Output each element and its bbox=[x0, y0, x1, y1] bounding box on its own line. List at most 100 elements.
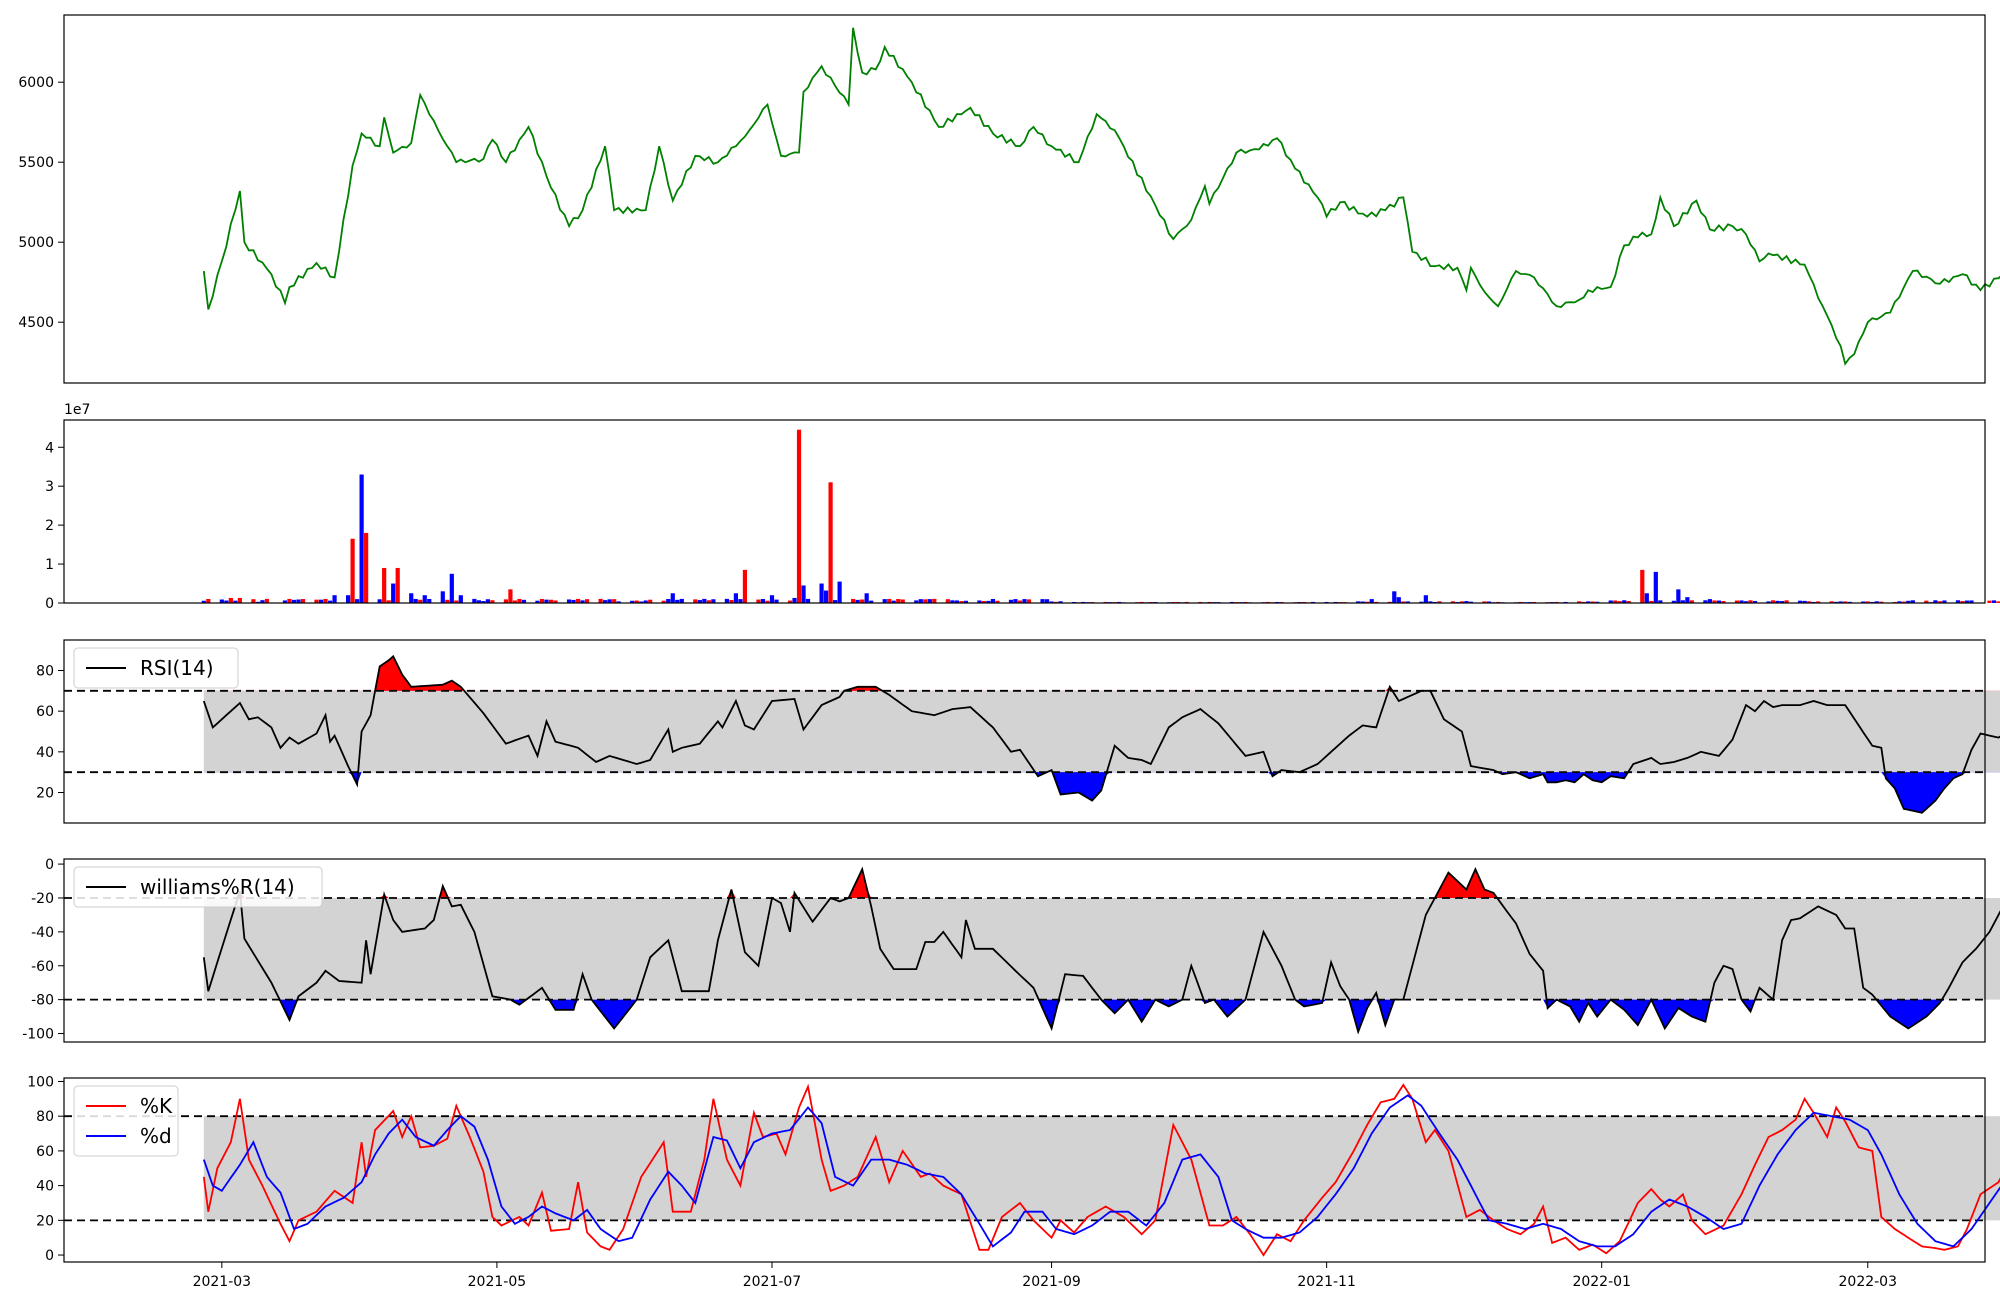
volume-bar bbox=[1996, 601, 2000, 603]
x-tick-label: 2021-11 bbox=[1297, 1274, 1356, 1290]
volume-panel-ytick-label: 4 bbox=[45, 440, 54, 456]
volume-bar bbox=[1987, 601, 1991, 603]
volume-bar bbox=[423, 595, 427, 603]
volume-bar bbox=[806, 599, 810, 603]
volume-bar bbox=[792, 598, 796, 603]
volume-bar bbox=[734, 593, 738, 603]
volume-bar bbox=[409, 593, 413, 603]
volume-bar bbox=[725, 599, 729, 603]
volume-bar bbox=[441, 591, 445, 603]
volume-bar bbox=[427, 599, 431, 603]
stochastic-panel-ytick-label: 40 bbox=[36, 1179, 54, 1195]
x-tick-label: 2022-01 bbox=[1572, 1274, 1631, 1290]
stochastic-panel-ytick-label: 0 bbox=[45, 1248, 54, 1264]
volume-panel-ytick-label: 0 bbox=[45, 596, 54, 612]
x-tick-label: 2021-03 bbox=[193, 1274, 252, 1290]
volume-scale-label: 1e7 bbox=[64, 402, 90, 418]
volume-bar bbox=[472, 599, 476, 603]
williams-panel-ytick-label: -20 bbox=[31, 891, 54, 907]
volume-bar bbox=[1645, 593, 1649, 603]
stochastic-panel-ytick-label: 60 bbox=[36, 1144, 54, 1160]
price-panel-ytick-label: 5000 bbox=[18, 235, 54, 251]
stochastic-panel-ytick-label: 80 bbox=[36, 1109, 54, 1125]
volume-bar bbox=[459, 595, 463, 603]
rsi-panel-ytick-label: 20 bbox=[36, 786, 54, 802]
volume-bar bbox=[1685, 597, 1689, 603]
volume-bar bbox=[414, 599, 418, 603]
volume-bar bbox=[797, 430, 801, 603]
volume-panel-ytick-label: 2 bbox=[45, 518, 54, 534]
volume-bar bbox=[391, 584, 395, 603]
volume-bar bbox=[517, 599, 521, 603]
rsi-panel-legend: RSI(14) bbox=[74, 648, 238, 688]
volume-bar bbox=[770, 595, 774, 603]
volume-bar bbox=[396, 568, 400, 603]
williams-panel-ytick-label: -60 bbox=[31, 959, 54, 975]
price-panel-frame bbox=[64, 15, 1985, 383]
volume-bar bbox=[1392, 591, 1396, 603]
volume-panel-ytick-label: 1 bbox=[45, 557, 54, 573]
x-tick-label: 2021-09 bbox=[1022, 1274, 1081, 1290]
rsi-panel-oversold-fill bbox=[204, 772, 2000, 813]
volume-bar bbox=[206, 599, 210, 603]
volume-bar bbox=[702, 599, 706, 603]
volume-bar bbox=[1992, 600, 1996, 603]
volume-bar bbox=[360, 475, 364, 603]
williams-panel-ytick-label: -80 bbox=[31, 993, 54, 1009]
volume-bar bbox=[540, 599, 544, 603]
volume-bar bbox=[238, 598, 242, 603]
price-panel-ytick-label: 5500 bbox=[18, 155, 54, 171]
rsi-panel-band bbox=[204, 691, 2000, 772]
rsi-panel-legend-label: RSI(14) bbox=[140, 656, 214, 680]
volume-bar bbox=[680, 599, 684, 603]
stochastic-panel-band bbox=[204, 1116, 2000, 1220]
volume-bar bbox=[287, 599, 291, 603]
rsi-panel-ytick-label: 40 bbox=[36, 745, 54, 761]
volume-bar bbox=[1397, 597, 1401, 603]
williams-panel-legend-label: williams%R(14) bbox=[140, 875, 295, 899]
stochastic-panel-legend-label: %d bbox=[140, 1124, 172, 1148]
price-panel-ytick-label: 4500 bbox=[18, 315, 54, 331]
rsi-panel-overbought-fill bbox=[204, 656, 2000, 691]
volume-bar bbox=[508, 589, 512, 603]
volume-bar bbox=[1676, 589, 1680, 603]
price-line bbox=[204, 28, 2000, 364]
volume-bar bbox=[865, 593, 869, 603]
volume-panel-ytick-label: 3 bbox=[45, 479, 54, 495]
price-panel-ytick-label: 6000 bbox=[18, 75, 54, 91]
volume-bar bbox=[932, 599, 936, 603]
rsi-panel-ytick-label: 80 bbox=[36, 664, 54, 680]
williams-panel-band bbox=[204, 898, 2000, 1000]
volume-bar bbox=[801, 585, 805, 603]
volume-bar bbox=[1424, 595, 1428, 603]
volume-bar bbox=[450, 574, 454, 603]
volume-bar bbox=[851, 599, 855, 603]
rsi-panel-ytick-label: 60 bbox=[36, 704, 54, 720]
williams-panel-overbought-fill bbox=[204, 869, 2000, 898]
x-tick-label: 2021-07 bbox=[743, 1274, 802, 1290]
volume-bar bbox=[382, 568, 386, 603]
x-tick-label: 2022-03 bbox=[1839, 1274, 1898, 1290]
volume-bar bbox=[323, 599, 327, 603]
x-tick-label: 2021-05 bbox=[468, 1274, 527, 1290]
volume-bar bbox=[332, 595, 336, 603]
stochastic-panel-ytick-label: 100 bbox=[27, 1074, 54, 1090]
stochastic-panel-legend-label: %K bbox=[140, 1094, 173, 1118]
volume-bar bbox=[229, 598, 233, 603]
stochastic-panel-ytick-label: 20 bbox=[36, 1213, 54, 1229]
williams-panel-legend: williams%R(14) bbox=[74, 867, 322, 907]
volume-bar bbox=[887, 599, 891, 603]
williams-panel-ytick-label: -100 bbox=[22, 1027, 54, 1043]
volume-bar bbox=[991, 599, 995, 603]
volume-bar bbox=[824, 591, 828, 603]
volume-bar bbox=[599, 599, 603, 603]
williams-panel-ytick-label: 0 bbox=[45, 857, 54, 873]
volume-bar bbox=[351, 539, 355, 603]
volume-bar bbox=[671, 593, 675, 603]
volume-bar bbox=[828, 482, 832, 603]
volume-bar bbox=[364, 533, 368, 603]
stochastic-panel-legend: %K %d bbox=[74, 1086, 178, 1156]
williams-panel-oversold-fill bbox=[204, 1000, 2000, 1032]
